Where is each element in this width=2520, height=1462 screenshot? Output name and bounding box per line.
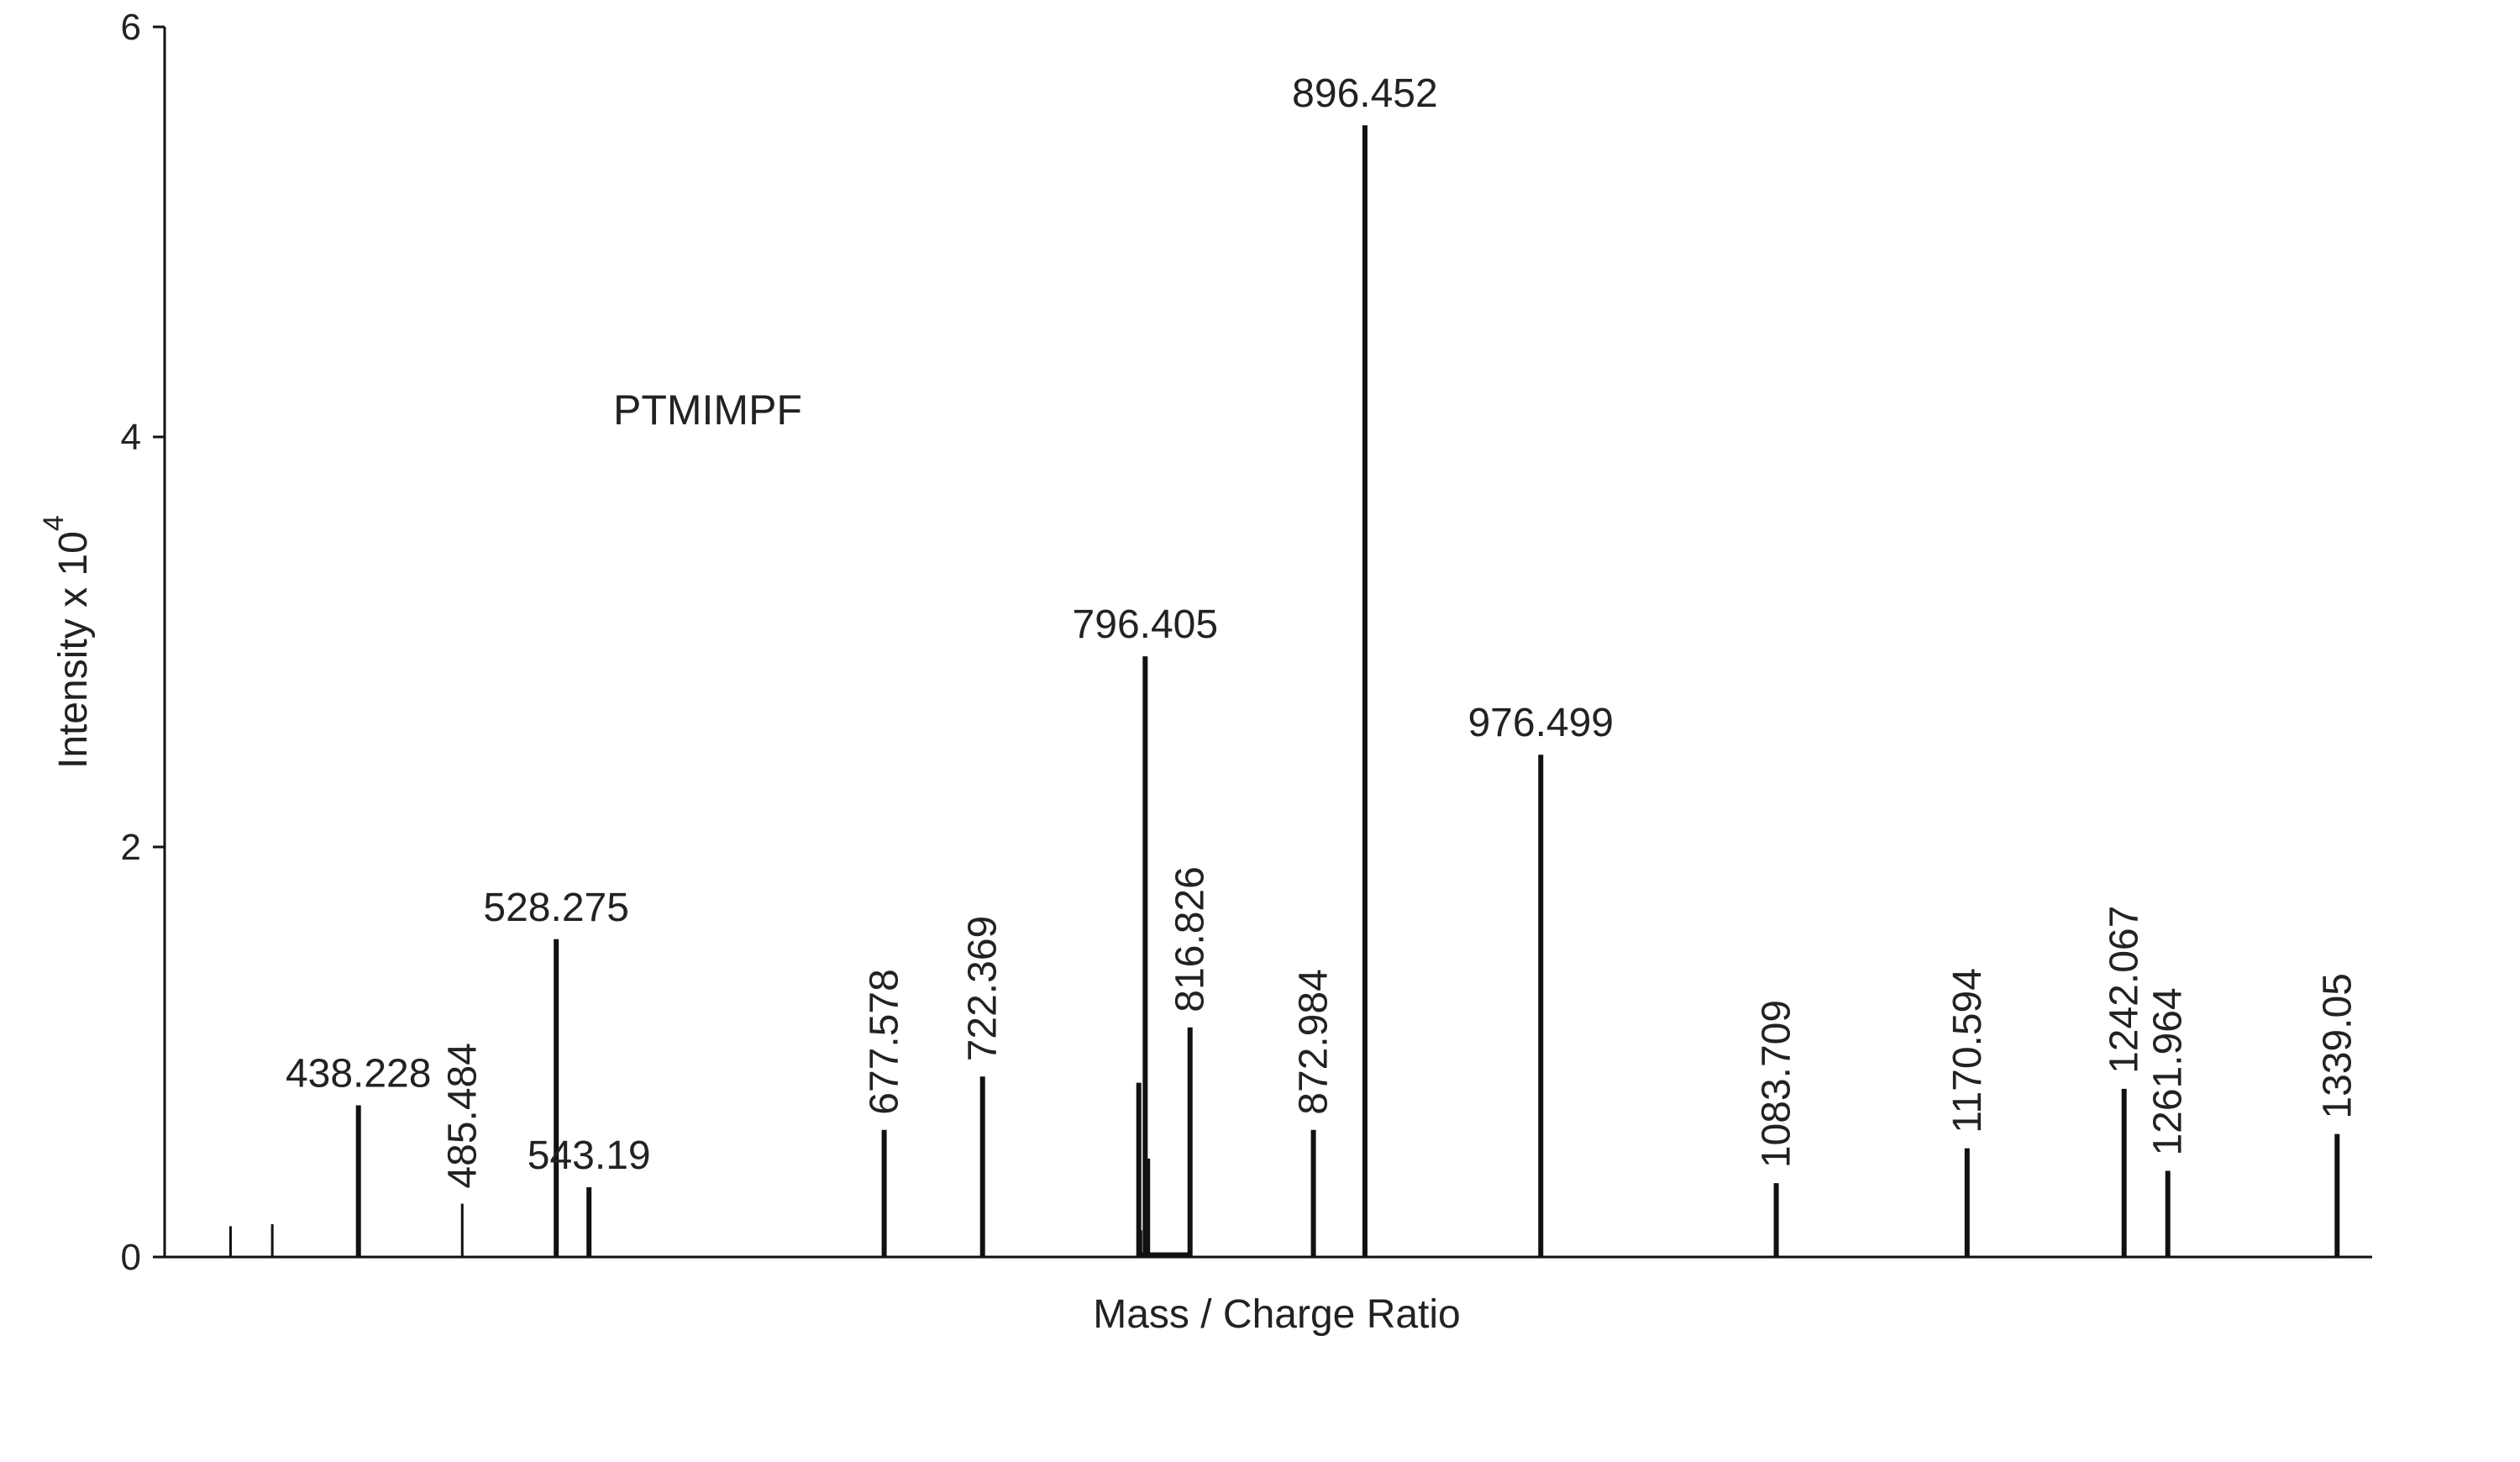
peak-label: 438.228 <box>286 1051 432 1096</box>
peak-label: 485.484 <box>440 1043 485 1189</box>
peak-label: 1242.067 <box>2103 906 2147 1074</box>
peak-label: 1170.594 <box>1945 968 1990 1133</box>
y-tick-label: 2 <box>121 827 141 868</box>
peak-label: 872.984 <box>1292 969 1336 1115</box>
peak-label: 1083.709 <box>1755 1000 1799 1168</box>
peak-label: 722.369 <box>961 916 1005 1062</box>
y-axis-title-exponent: 4 <box>38 515 70 531</box>
svg-text:Intensity x 104: Intensity x 104 <box>38 515 96 769</box>
peak-labels: 438.228 485.484 528.275 543.19 677.578 722.36… <box>286 71 2360 1188</box>
y-ticks: 0 2 4 6 <box>121 7 165 1278</box>
peak-label: 976.499 <box>1467 701 1614 745</box>
y-tick-label: 4 <box>121 417 141 458</box>
y-axis-title-main: Intensity x 10 <box>51 531 96 769</box>
peak-label: 528.275 <box>483 886 629 930</box>
peak-label: 543.19 <box>528 1133 651 1178</box>
y-tick-label: 6 <box>121 7 141 48</box>
peak-label: 1339.05 <box>2315 973 2360 1119</box>
x-axis-title: Mass / Charge Ratio <box>1093 1292 1461 1337</box>
peak-label: 677.578 <box>863 969 907 1115</box>
axes <box>163 27 2372 1259</box>
peak-label: 1261.964 <box>2146 987 2191 1155</box>
y-axis-title: Intensity x 104 <box>38 515 96 769</box>
peaks <box>228 125 2340 1257</box>
peak-label: 896.452 <box>1292 71 1438 116</box>
peak-label: 816.826 <box>1168 866 1213 1012</box>
annotation-text: PTMIMPF <box>613 387 802 434</box>
y-tick-label: 0 <box>121 1237 141 1278</box>
peak-label: 796.405 <box>1073 602 1219 647</box>
